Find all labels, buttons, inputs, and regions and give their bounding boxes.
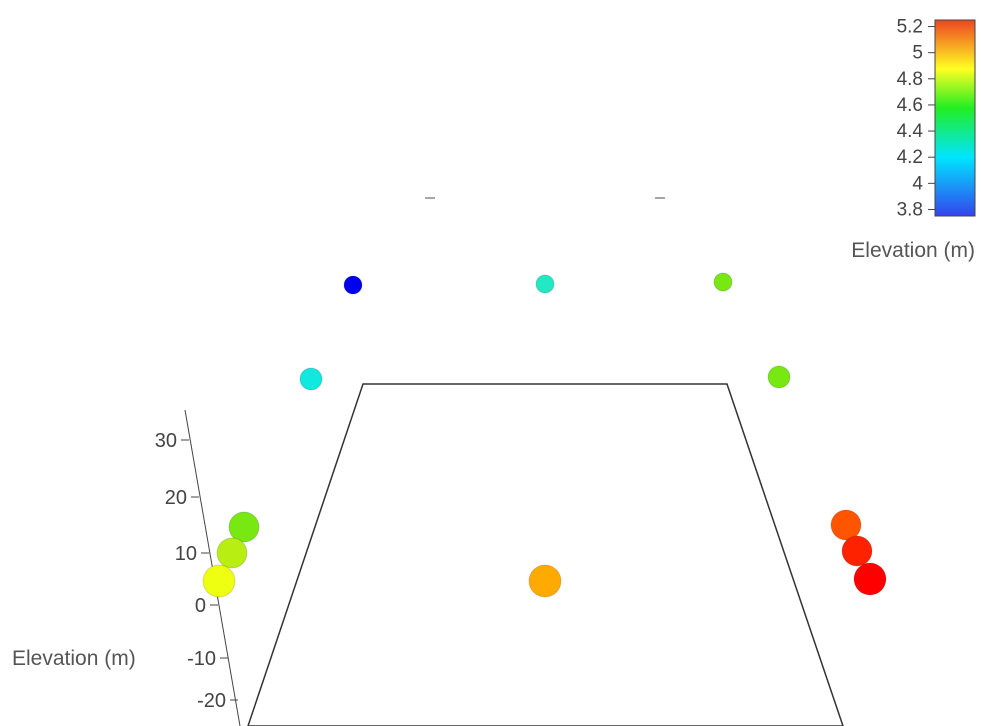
data-point[interactable]	[228, 511, 260, 543]
z-tick-label: 0	[195, 595, 206, 617]
colorbar-tick-label: 5.2	[897, 17, 923, 38]
data-point[interactable]	[535, 274, 555, 294]
colorbar-title: Elevation (m)	[851, 239, 975, 262]
scene-floor	[247, 383, 844, 726]
data-point[interactable]	[841, 535, 873, 567]
data-point[interactable]	[343, 275, 363, 295]
data-point[interactable]	[853, 562, 887, 596]
colorbar-tick-label: 4.4	[897, 121, 924, 142]
colorbar-tick-label: 4.2	[897, 147, 923, 168]
colorbar: 3.8 4 4.2 4.4 4.6 4.8 5 5.2 Elevation (m)	[851, 17, 976, 262]
z-tick-label: 30	[155, 430, 177, 452]
colorbar-tick-label: 3.8	[897, 199, 923, 220]
z-tick-label: 10	[175, 543, 197, 565]
data-point[interactable]	[713, 272, 733, 292]
data-point[interactable]	[767, 365, 791, 389]
z-tick-label: -20	[197, 690, 226, 712]
colorbar-tick-label: 5	[912, 43, 923, 64]
data-point[interactable]	[216, 537, 248, 569]
z-tick-label: 20	[165, 487, 187, 509]
colorbar-tick-label: 4.6	[897, 95, 923, 116]
z-axis: 30 20 10 0 -10 -20 Elevation (m)	[12, 409, 241, 726]
data-point[interactable]	[202, 564, 236, 598]
z-axis-title: Elevation (m)	[12, 647, 136, 670]
colorbar-tick-label: 4.8	[897, 69, 923, 90]
data-point[interactable]	[830, 509, 862, 541]
colorbar-gradient	[934, 19, 976, 217]
data-point[interactable]	[299, 367, 323, 391]
z-tick-label: -10	[187, 648, 216, 670]
colorbar-tick-label: 4	[912, 173, 923, 194]
scatter-points	[202, 272, 887, 598]
data-point[interactable]	[528, 564, 562, 598]
